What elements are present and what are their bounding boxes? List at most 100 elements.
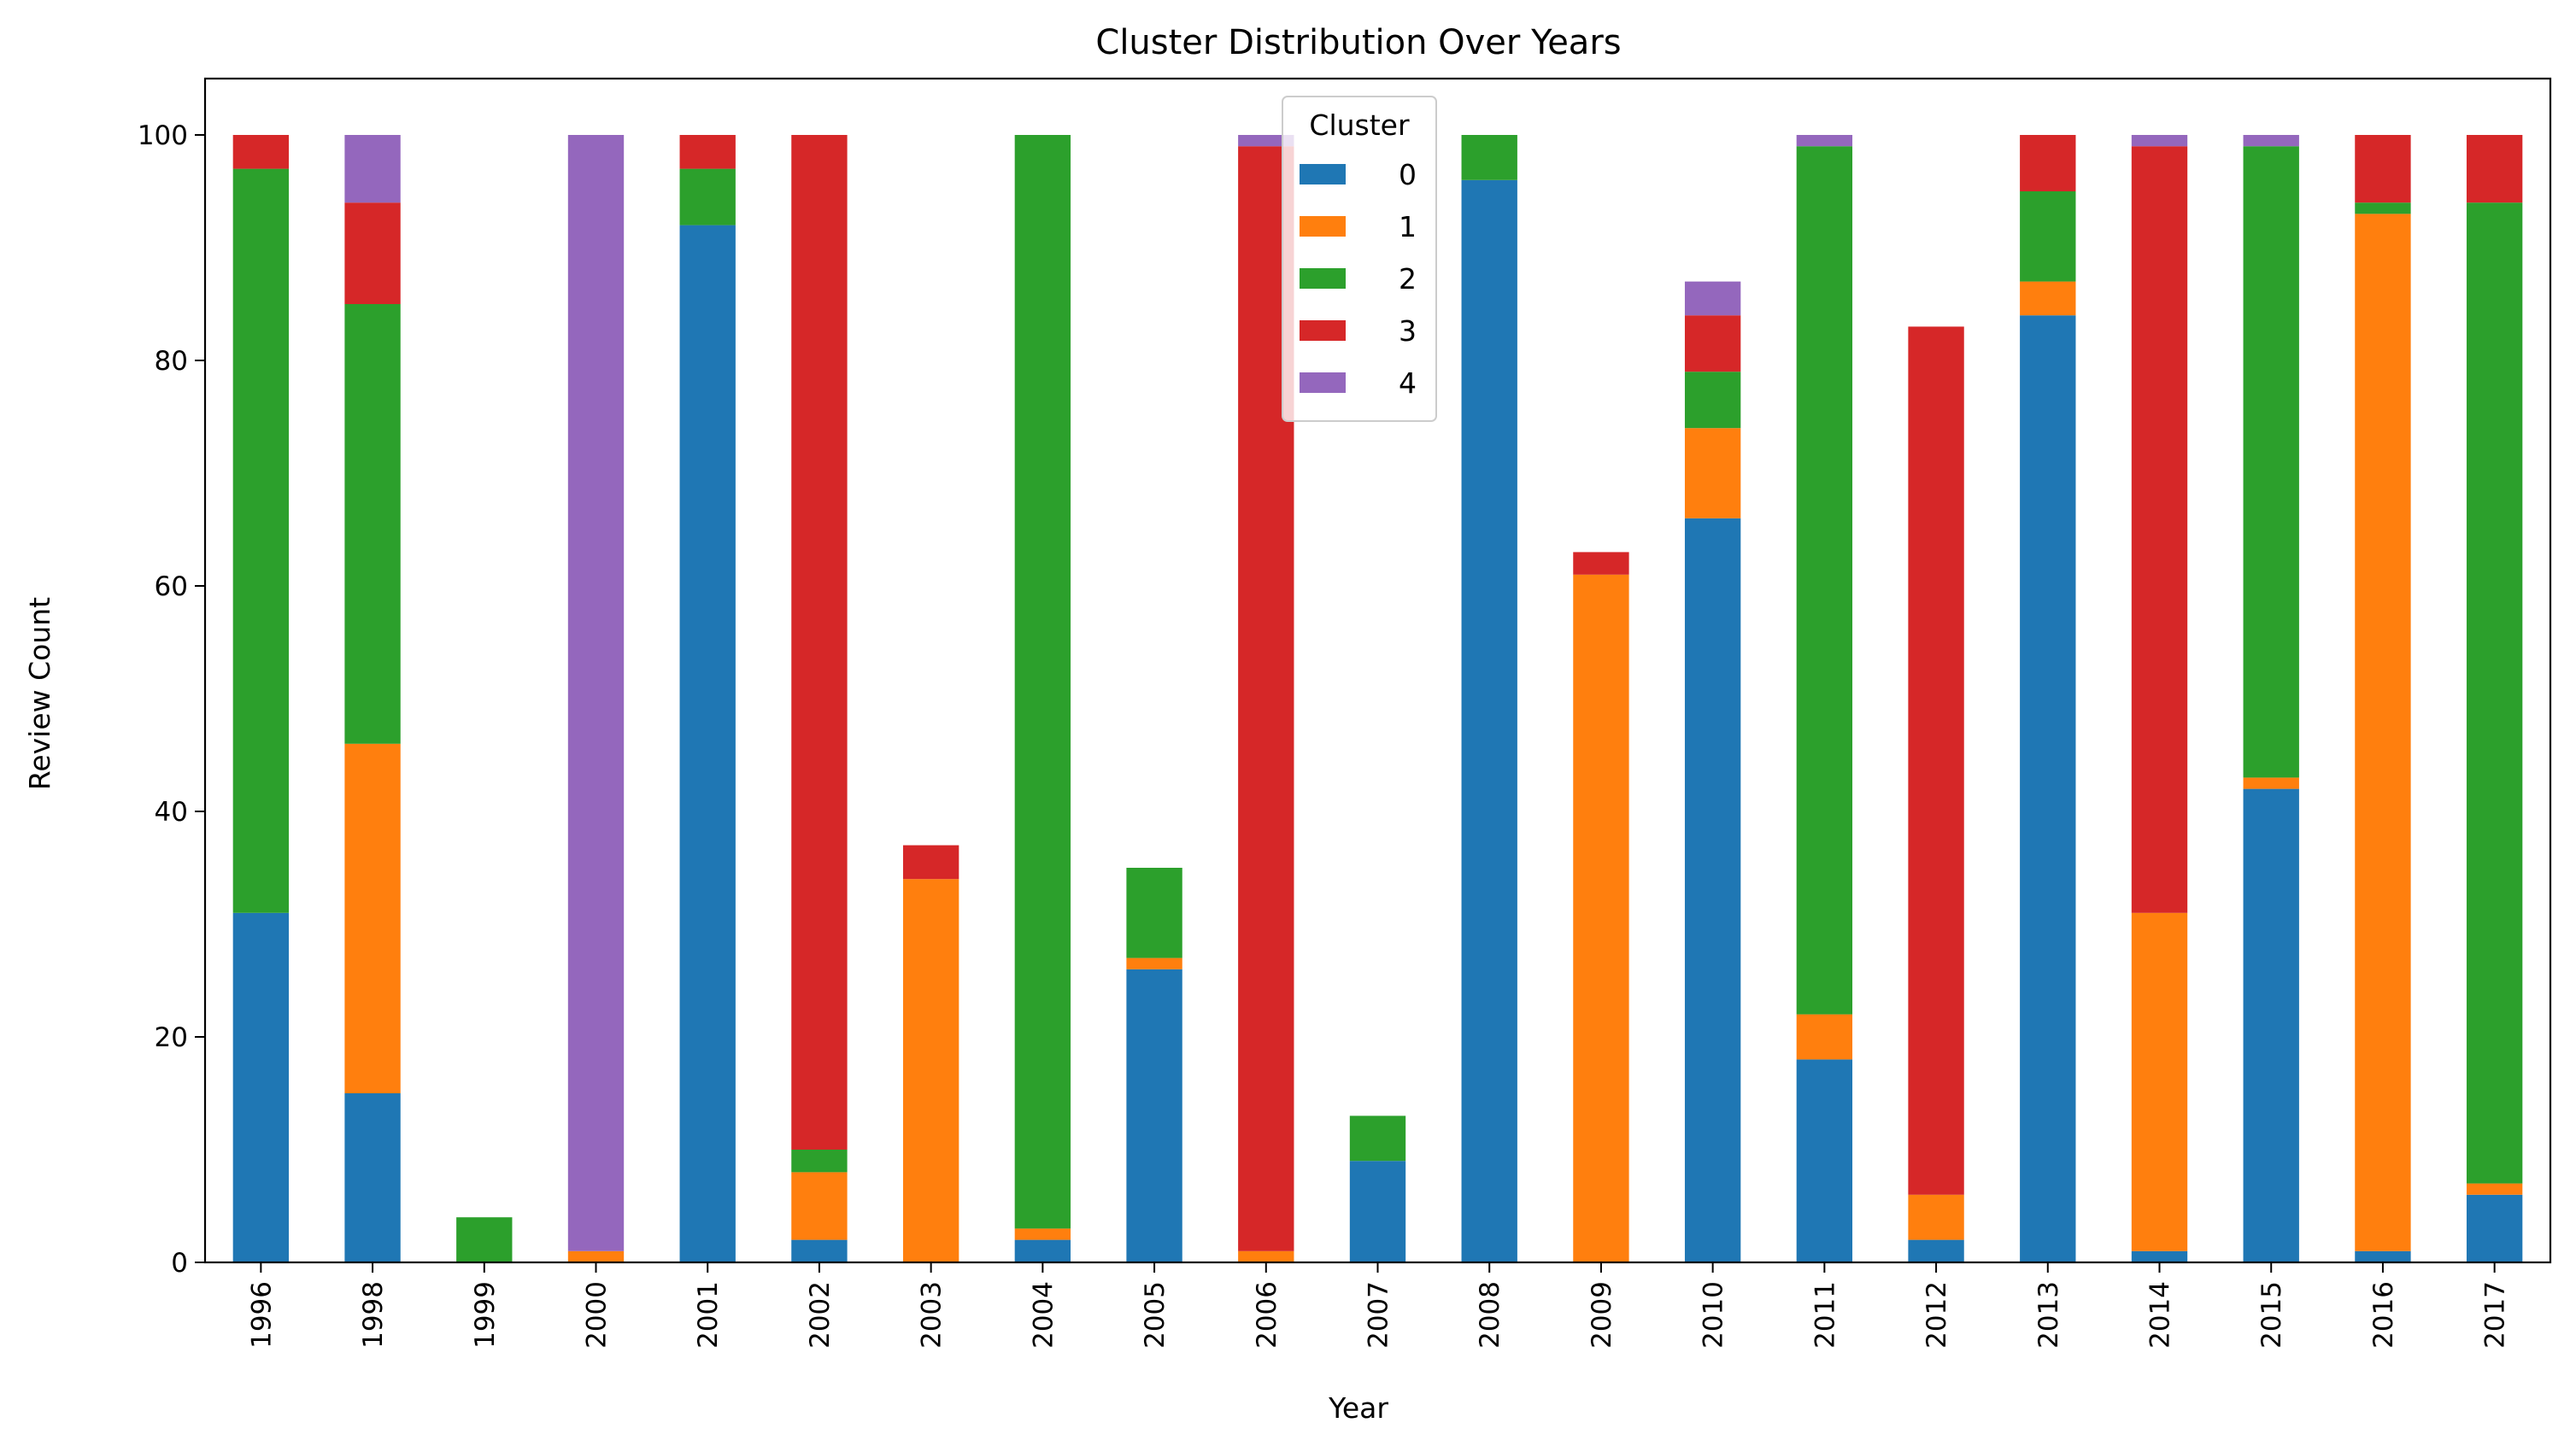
x-tick-label-2003: 2003: [917, 1281, 948, 1349]
x-tick-label-2011: 2011: [1810, 1281, 1840, 1349]
bar-2012-cluster-0: [1908, 1240, 1963, 1262]
legend-label-cluster-3: 3: [1399, 314, 1417, 348]
bar-2005-cluster-0: [1126, 969, 1182, 1262]
bar-2010-cluster-1: [1685, 428, 1740, 518]
bar-2017-cluster-2: [2467, 202, 2522, 1183]
bar-2013-cluster-3: [2020, 135, 2075, 191]
bar-2002-cluster-3: [791, 135, 847, 1150]
bar-2009-cluster-3: [1573, 552, 1628, 574]
bar-1998-cluster-3: [344, 202, 400, 304]
bar-2006-cluster-1: [1238, 1251, 1294, 1262]
x-tick-label-1999: 1999: [470, 1281, 501, 1349]
bar-2001-cluster-0: [680, 225, 736, 1262]
bar-2009-cluster-1: [1573, 575, 1628, 1262]
bar-2007-cluster-2: [1350, 1115, 1405, 1161]
legend: Cluster 0 1 2 3 4: [1282, 97, 1436, 421]
legend-label-cluster-0: 0: [1399, 158, 1417, 191]
bar-2016-cluster-1: [2355, 214, 2410, 1250]
x-tick-label-2007: 2007: [1364, 1281, 1394, 1349]
bar-2000-cluster-1: [568, 1251, 624, 1262]
x-tick-label-2014: 2014: [2145, 1281, 2176, 1349]
x-tick-label-2015: 2015: [2256, 1281, 2287, 1349]
bar-2014-cluster-1: [2132, 913, 2187, 1251]
bar-2014-cluster-0: [2132, 1251, 2187, 1262]
legend-swatch-cluster-1: [1300, 216, 1346, 237]
bar-2013-cluster-2: [2020, 191, 2075, 282]
bar-2016-cluster-3: [2355, 135, 2410, 202]
bar-2012-cluster-1: [1908, 1195, 1963, 1240]
chart-title: Cluster Distribution Over Years: [1095, 23, 1621, 62]
bar-2003-cluster-1: [903, 879, 959, 1262]
y-tick-label-40: 40: [155, 797, 188, 828]
bar-1996-cluster-2: [233, 169, 289, 913]
y-tick-label-80: 80: [155, 346, 188, 377]
bar-2017-cluster-3: [2467, 135, 2522, 202]
legend-swatch-cluster-0: [1300, 164, 1346, 184]
bar-2004-cluster-2: [1015, 135, 1071, 1228]
bar-1998-cluster-4: [344, 135, 400, 202]
bar-2011-cluster-2: [1797, 146, 1852, 1014]
bar-2017-cluster-0: [2467, 1195, 2522, 1262]
x-tick-label-2001: 2001: [693, 1281, 724, 1349]
bar-2015-cluster-4: [2244, 135, 2299, 146]
bar-2015-cluster-2: [2244, 146, 2299, 777]
bar-2005-cluster-2: [1126, 868, 1182, 958]
x-tick-label-2017: 2017: [2480, 1281, 2511, 1349]
bar-2001-cluster-2: [680, 169, 736, 225]
y-tick-label-20: 20: [155, 1022, 188, 1053]
y-tick-label-100: 100: [138, 120, 188, 151]
bar-2011-cluster-0: [1797, 1059, 1852, 1262]
bar-2001-cluster-3: [680, 135, 736, 169]
bar-1998-cluster-2: [344, 304, 400, 744]
x-tick-label-2004: 2004: [1028, 1281, 1059, 1349]
bar-2014-cluster-3: [2132, 146, 2187, 913]
bar-1996-cluster-3: [233, 135, 289, 169]
bar-2013-cluster-0: [2020, 315, 2075, 1262]
bar-1999-cluster-2: [456, 1217, 512, 1262]
x-tick-label-2006: 2006: [1252, 1281, 1282, 1349]
bar-2007-cluster-0: [1350, 1161, 1405, 1262]
bar-2008-cluster-0: [1462, 180, 1517, 1262]
bar-2012-cluster-3: [1908, 326, 1963, 1194]
legend-label-cluster-1: 1: [1399, 210, 1417, 243]
x-tick-label-2013: 2013: [2033, 1281, 2064, 1349]
bar-2004-cluster-1: [1015, 1228, 1071, 1239]
bar-2010-cluster-2: [1685, 372, 1740, 428]
y-tick-label-60: 60: [155, 571, 188, 602]
bar-2010-cluster-3: [1685, 315, 1740, 372]
bar-2003-cluster-3: [903, 846, 959, 880]
legend-label-cluster-2: 2: [1399, 262, 1417, 296]
bar-2017-cluster-1: [2467, 1184, 2522, 1195]
x-tick-label-2005: 2005: [1140, 1281, 1171, 1349]
legend-label-cluster-4: 4: [1399, 366, 1417, 400]
x-tick-label-2002: 2002: [805, 1281, 836, 1349]
bar-2002-cluster-1: [791, 1172, 847, 1239]
legend-swatch-cluster-4: [1300, 372, 1346, 393]
legend-swatch-cluster-2: [1300, 268, 1346, 289]
x-tick-label-2016: 2016: [2368, 1281, 2399, 1349]
x-tick-label-2000: 2000: [582, 1281, 613, 1349]
x-tick-label-2012: 2012: [1922, 1281, 1952, 1349]
bar-2010-cluster-0: [1685, 518, 1740, 1262]
legend-swatch-cluster-3: [1300, 320, 1346, 341]
bar-2002-cluster-0: [791, 1240, 847, 1262]
bar-2008-cluster-2: [1462, 135, 1517, 180]
bar-2011-cluster-4: [1797, 135, 1852, 146]
bar-2013-cluster-1: [2020, 282, 2075, 316]
bar-2011-cluster-1: [1797, 1015, 1852, 1060]
x-tick-label-2008: 2008: [1475, 1281, 1505, 1349]
bar-2010-cluster-4: [1685, 282, 1740, 316]
x-axis-title: Year: [1328, 1391, 1388, 1425]
bar-2015-cluster-0: [2244, 789, 2299, 1262]
bar-2016-cluster-0: [2355, 1251, 2410, 1262]
bar-2005-cluster-1: [1126, 958, 1182, 969]
bar-1998-cluster-1: [344, 744, 400, 1093]
bar-2004-cluster-0: [1015, 1240, 1071, 1262]
x-tick-label-2010: 2010: [1699, 1281, 1729, 1349]
x-tick-label-2009: 2009: [1587, 1281, 1617, 1349]
x-tick-label-1998: 1998: [358, 1281, 389, 1349]
bar-2015-cluster-1: [2244, 777, 2299, 788]
bar-2000-cluster-4: [568, 135, 624, 1251]
bar-2016-cluster-2: [2355, 202, 2410, 214]
